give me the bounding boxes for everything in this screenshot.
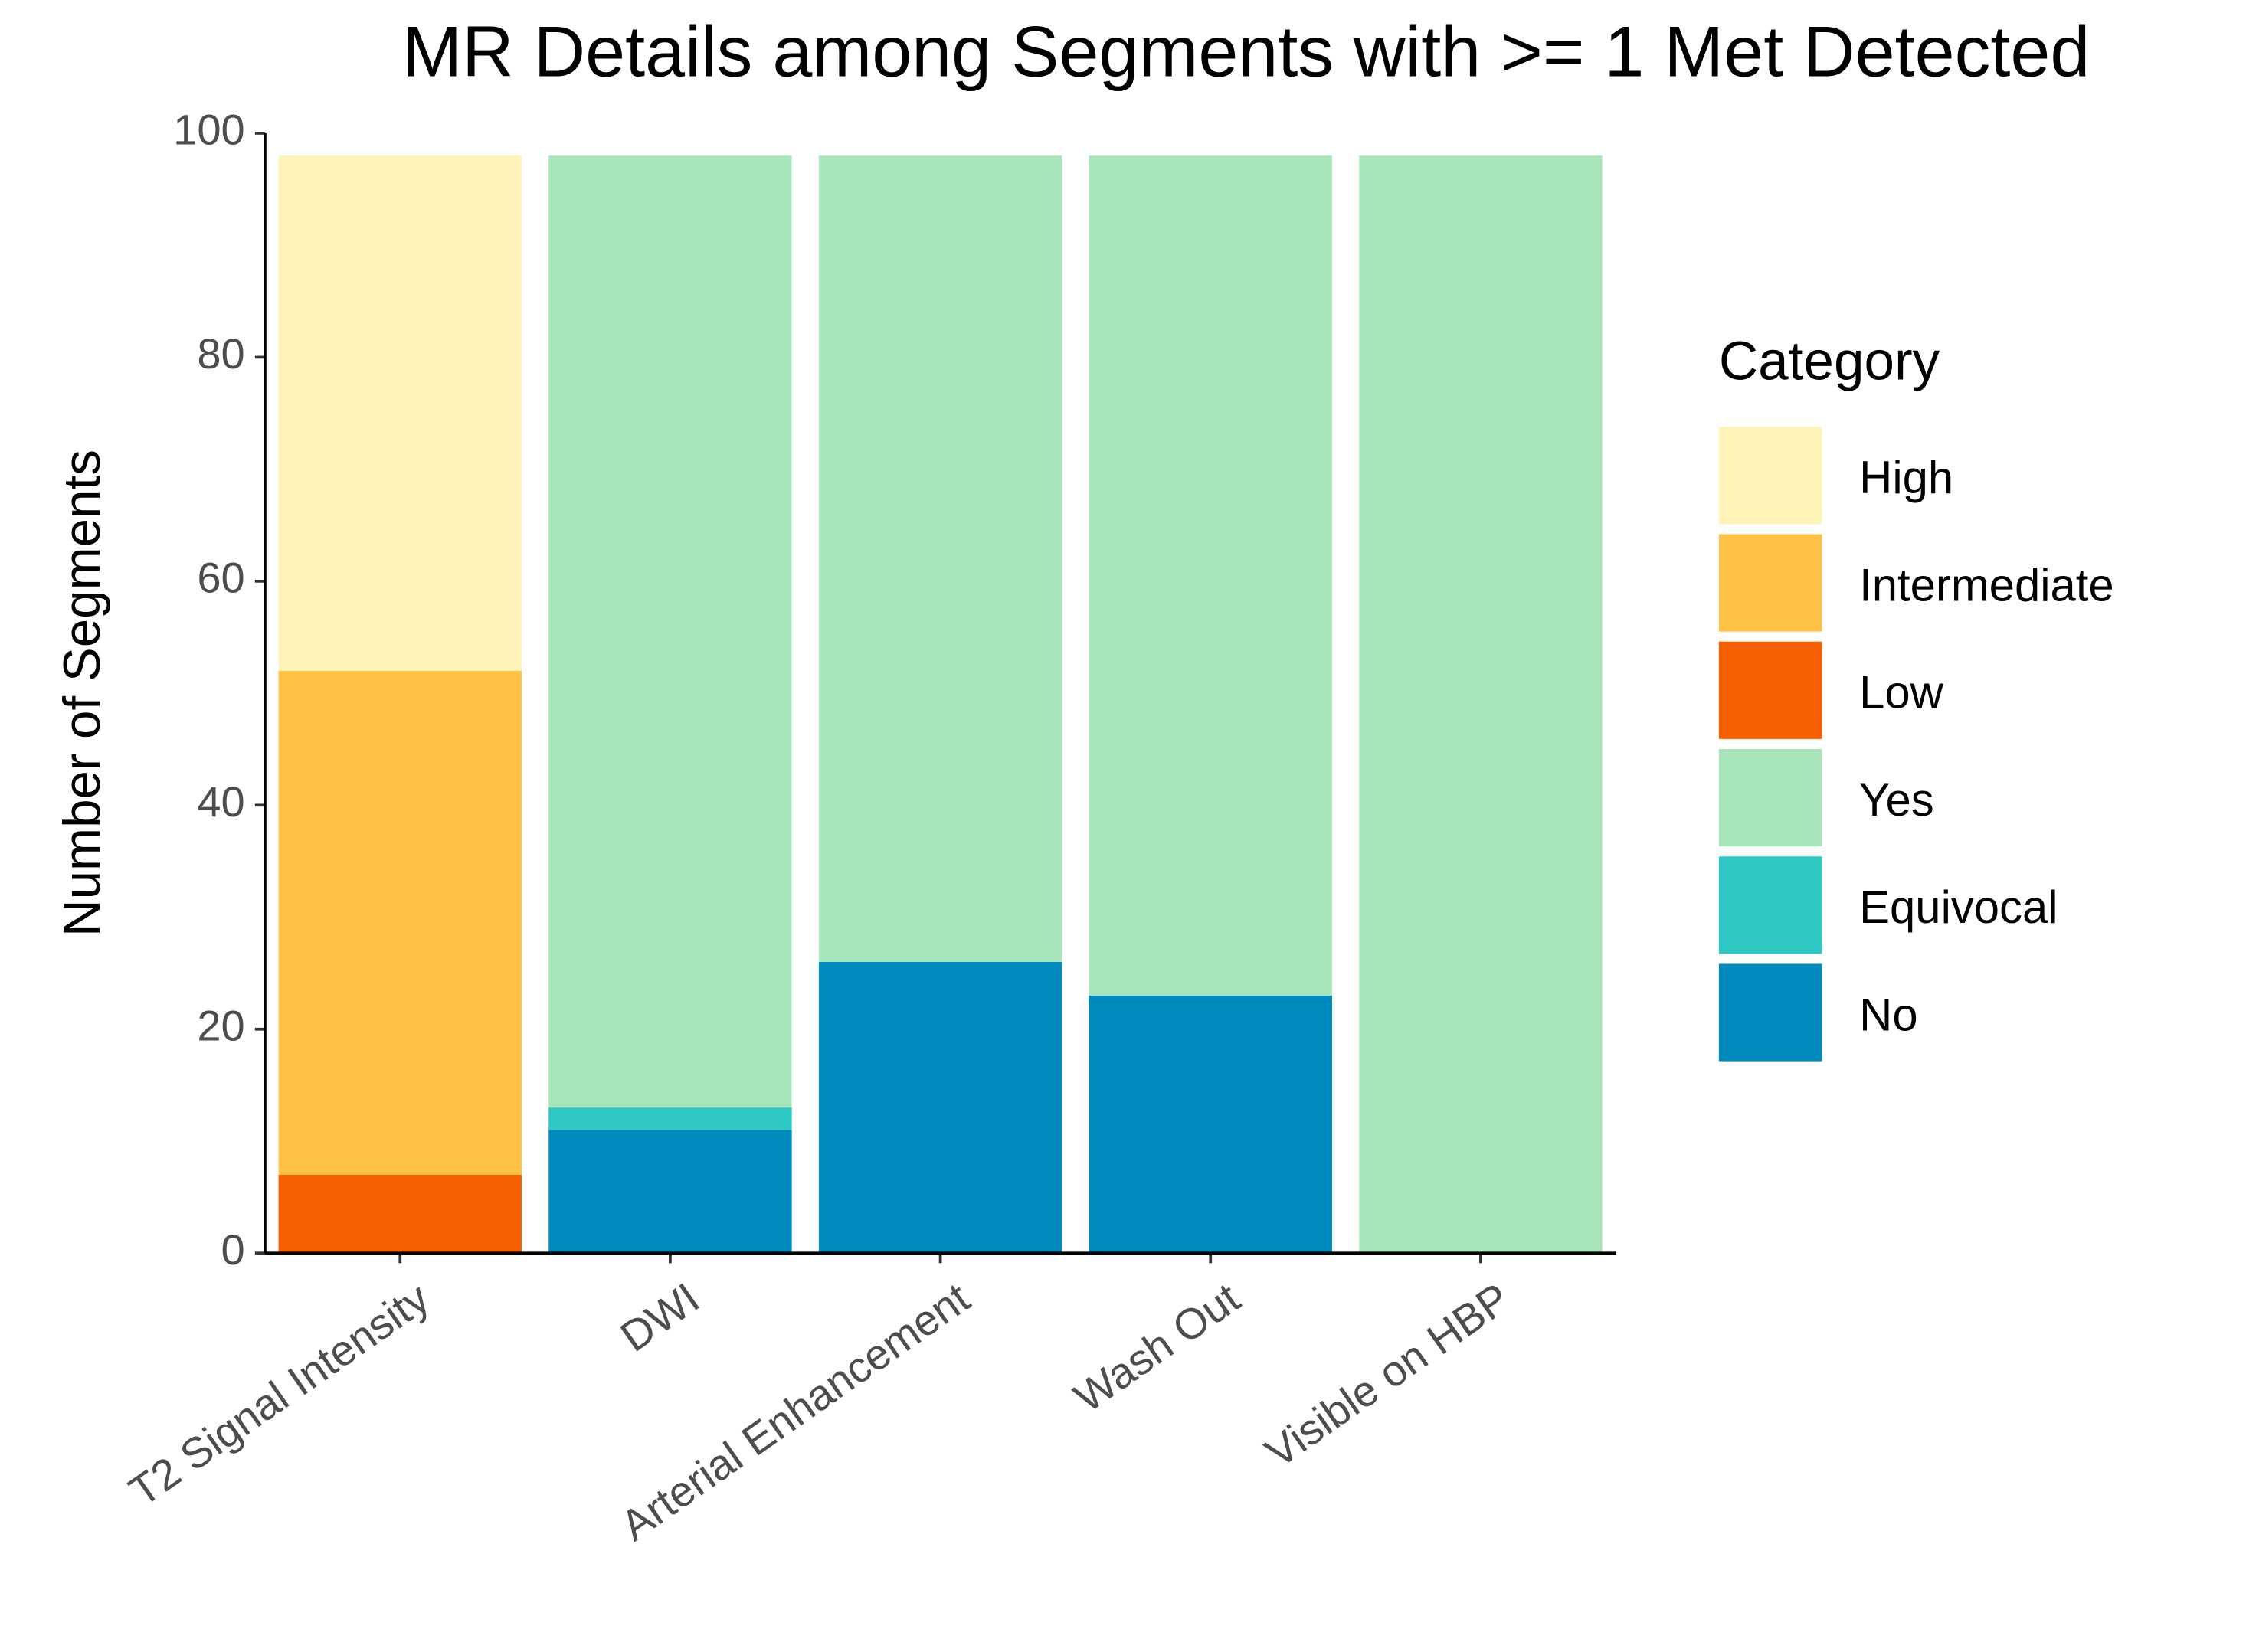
legend-label: Low [1859,667,1944,718]
bar-segment [548,155,792,1108]
bar-segment [278,670,522,1175]
y-tick-label: 0 [221,1225,245,1274]
bar-segment [548,1130,792,1254]
legend-label: Intermediate [1859,559,2114,610]
legend-label: High [1859,452,1953,503]
legend-key [1718,534,1822,632]
x-tick-label: T2 Signal Intensity [120,1274,437,1516]
legend-key [1718,427,1822,525]
legend-label: Equivocal [1859,882,2058,933]
bar-segment [1089,155,1332,996]
y-tick-label: 20 [197,1002,244,1050]
bar-segment [1089,995,1332,1254]
y-tick-label: 40 [197,777,244,826]
legend-label: No [1859,989,1917,1040]
y-axis-label: Number of Segments [54,450,111,937]
bar-segment [278,155,522,671]
x-tick-label: DWI [612,1274,708,1361]
x-tick-label: Visible on HBP [1256,1274,1518,1477]
legend-title: Category [1719,332,1940,392]
legend-key [1718,641,1822,739]
legend-key [1718,856,1822,954]
legend-label: Yes [1859,774,1934,826]
y-tick-label: 80 [197,329,244,378]
chart-title: MR Details among Segments with >= 1 Met … [402,11,2090,92]
legend-key [1718,748,1822,847]
bar-segment [1359,155,1603,1254]
bar-segment [818,155,1062,963]
y-tick-label: 100 [173,106,245,154]
bar-segment [818,962,1062,1254]
y-tick-label: 60 [197,554,244,602]
bar-segment [278,1174,522,1254]
legend-key [1718,963,1822,1062]
bar-segment [548,1107,792,1130]
x-tick-label: Wash Out [1066,1273,1249,1421]
